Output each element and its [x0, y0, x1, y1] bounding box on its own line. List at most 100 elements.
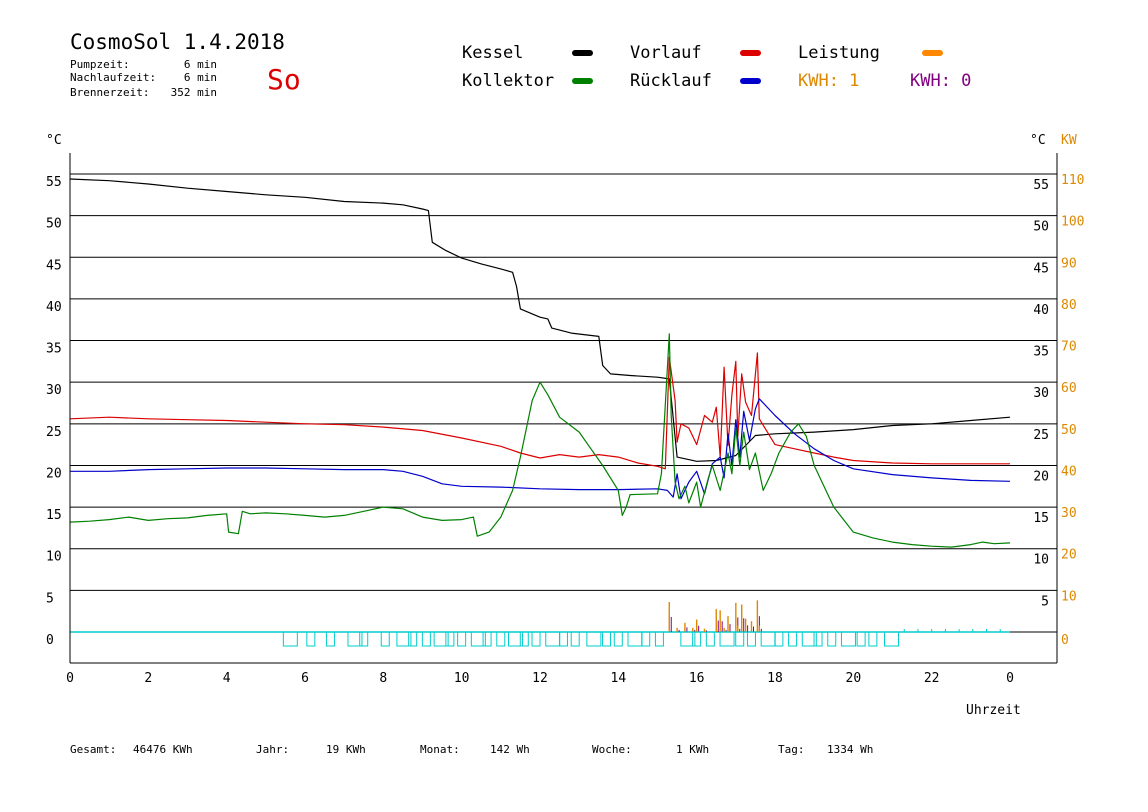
- y-tick-right-40: 40: [1033, 303, 1049, 318]
- y-tick-left-40: 40: [46, 300, 62, 315]
- stat-label-brenner: Brennerzeit:: [70, 86, 149, 99]
- series-line-rcklauf: [70, 398, 1011, 500]
- x-tick-5: 10: [454, 671, 470, 686]
- pump-marker-5: [380, 631, 390, 647]
- header-stats: Pumpzeit: 6 min Nachlaufzeit: 6 min Bren…: [70, 58, 217, 99]
- y-tick-right-30: 30: [1033, 386, 1049, 401]
- x-tick-3: 6: [301, 671, 309, 686]
- pump-marker-4: [359, 631, 369, 647]
- legend-label-kollektor: Kollektor: [462, 71, 554, 91]
- stat-value-brenner: 352 min: [171, 86, 217, 99]
- pump-marker-31: [735, 631, 745, 647]
- footer-totals: Gesamt: 46476 KWh Jahr: 19 KWh Monat: 14…: [70, 743, 873, 756]
- footer-value-monat: 142 Wh: [490, 743, 530, 756]
- pump-marker-3: [347, 631, 363, 647]
- legend-kwh-1: KWH: 1: [798, 71, 859, 91]
- power-markers: [282, 629, 1001, 647]
- grid: [70, 173, 1057, 633]
- x-tick-4: 8: [379, 671, 387, 686]
- x-tick-11: 22: [924, 671, 940, 686]
- x-axis-label: Uhrzeit: [966, 703, 1021, 718]
- x-tick-2: 4: [223, 671, 231, 686]
- pump-marker-27: [680, 631, 696, 647]
- y-tick-kw-100: 100: [1061, 215, 1084, 230]
- pump-marker-41: [868, 631, 878, 647]
- y-tick-left-45: 45: [46, 258, 62, 273]
- x-tick-0: 0: [66, 671, 74, 686]
- y-axis-unit-right: °C: [1030, 133, 1046, 148]
- y-tick-left-10: 10: [46, 550, 62, 565]
- stat-label-pump: Pumpzeit:: [70, 58, 130, 71]
- y-tick-left-50: 50: [46, 217, 62, 232]
- pump-marker-42: [884, 631, 900, 647]
- pump-marker-36: [801, 631, 817, 647]
- y-tick-right-25: 25: [1033, 428, 1049, 443]
- pump-marker-40: [856, 631, 866, 647]
- pump-marker-21: [586, 631, 602, 647]
- pump-marker-7: [408, 631, 418, 647]
- legend: Kessel Vorlauf Leistung Kollektor Rückla…: [462, 43, 971, 91]
- y-tick-kw-110: 110: [1061, 173, 1084, 188]
- y-tick-kw-50: 50: [1061, 423, 1077, 438]
- pump-marker-9: [433, 631, 449, 647]
- series-line-kessel: [69, 178, 1011, 462]
- y-tick-left-30: 30: [46, 383, 62, 398]
- pump-marker-12: [470, 631, 486, 647]
- pump-marker-8: [421, 631, 431, 647]
- legend-label-leistung: Leistung: [798, 43, 880, 63]
- y-tick-kw-40: 40: [1061, 464, 1077, 479]
- footer-label-tag: Tag:: [778, 743, 805, 756]
- y-tick-left-20: 20: [46, 466, 62, 481]
- footer-value-woche: 1 KWh: [676, 743, 709, 756]
- legend-label-kessel: Kessel: [462, 43, 523, 63]
- y-axis-unit-left: °C: [46, 133, 62, 148]
- stat-label-nachlauf: Nachlaufzeit:: [70, 71, 156, 84]
- series-leistung: [668, 600, 762, 632]
- y-tick-right-55: 55: [1033, 178, 1049, 193]
- pump-marker-32: [746, 631, 756, 647]
- pump-marker-17: [531, 631, 541, 647]
- y-tick-right-50: 50: [1033, 220, 1049, 235]
- pump-marker-33: [760, 631, 776, 647]
- y-tick-kw-30: 30: [1061, 506, 1077, 521]
- pump-marker-15: [508, 631, 524, 647]
- series-line-vorlauf: [69, 352, 1010, 470]
- legend-label-ruecklauf: Rücklauf: [630, 71, 712, 91]
- pump-marker-19: [558, 631, 568, 647]
- pump-marker-11: [457, 631, 467, 647]
- series-line-kollektor: [69, 333, 1011, 548]
- x-tick-12: 0: [1006, 671, 1014, 686]
- pump-marker-30: [719, 631, 735, 647]
- legend-kwh-0: KWH: 0: [910, 71, 971, 91]
- footer-value-tag: 1334 Wh: [827, 743, 873, 756]
- stat-value-pump: 6 min: [184, 58, 217, 71]
- y-tick-kw-20: 20: [1061, 548, 1077, 563]
- pump-marker-38: [827, 631, 837, 647]
- pump-marker-39: [840, 631, 856, 647]
- legend-label-vorlauf: Vorlauf: [630, 43, 702, 63]
- y-tick-right-10: 10: [1033, 553, 1049, 568]
- pump-marker-0: [282, 631, 298, 647]
- y-tick-kw-70: 70: [1061, 340, 1077, 355]
- pump-marker-2: [325, 631, 335, 647]
- y-tick-kw-0: 0: [1061, 633, 1069, 648]
- y-tick-left-25: 25: [46, 425, 62, 440]
- app-title: CosmoSol 1.4.2018: [70, 30, 285, 54]
- footer-value-gesamt: 46476 KWh: [133, 743, 193, 756]
- pump-marker-25: [641, 631, 651, 647]
- pump-marker-6: [396, 631, 412, 647]
- x-tick-6: 12: [532, 671, 548, 686]
- footer-label-gesamt: Gesamt:: [70, 743, 116, 756]
- pump-marker-28: [692, 631, 702, 647]
- stat-value-nachlauf: 6 min: [184, 71, 217, 84]
- y-axis-unit-kw: KW: [1061, 133, 1077, 148]
- y-tick-right-20: 20: [1033, 469, 1049, 484]
- pump-marker-22: [602, 631, 612, 647]
- pump-marker-35: [788, 631, 798, 647]
- footer-value-jahr: 19 KWh: [326, 743, 366, 756]
- x-tick-10: 20: [846, 671, 862, 686]
- weekday-label: So: [267, 63, 301, 96]
- pump-marker-24: [627, 631, 643, 647]
- pump-marker-37: [813, 631, 823, 647]
